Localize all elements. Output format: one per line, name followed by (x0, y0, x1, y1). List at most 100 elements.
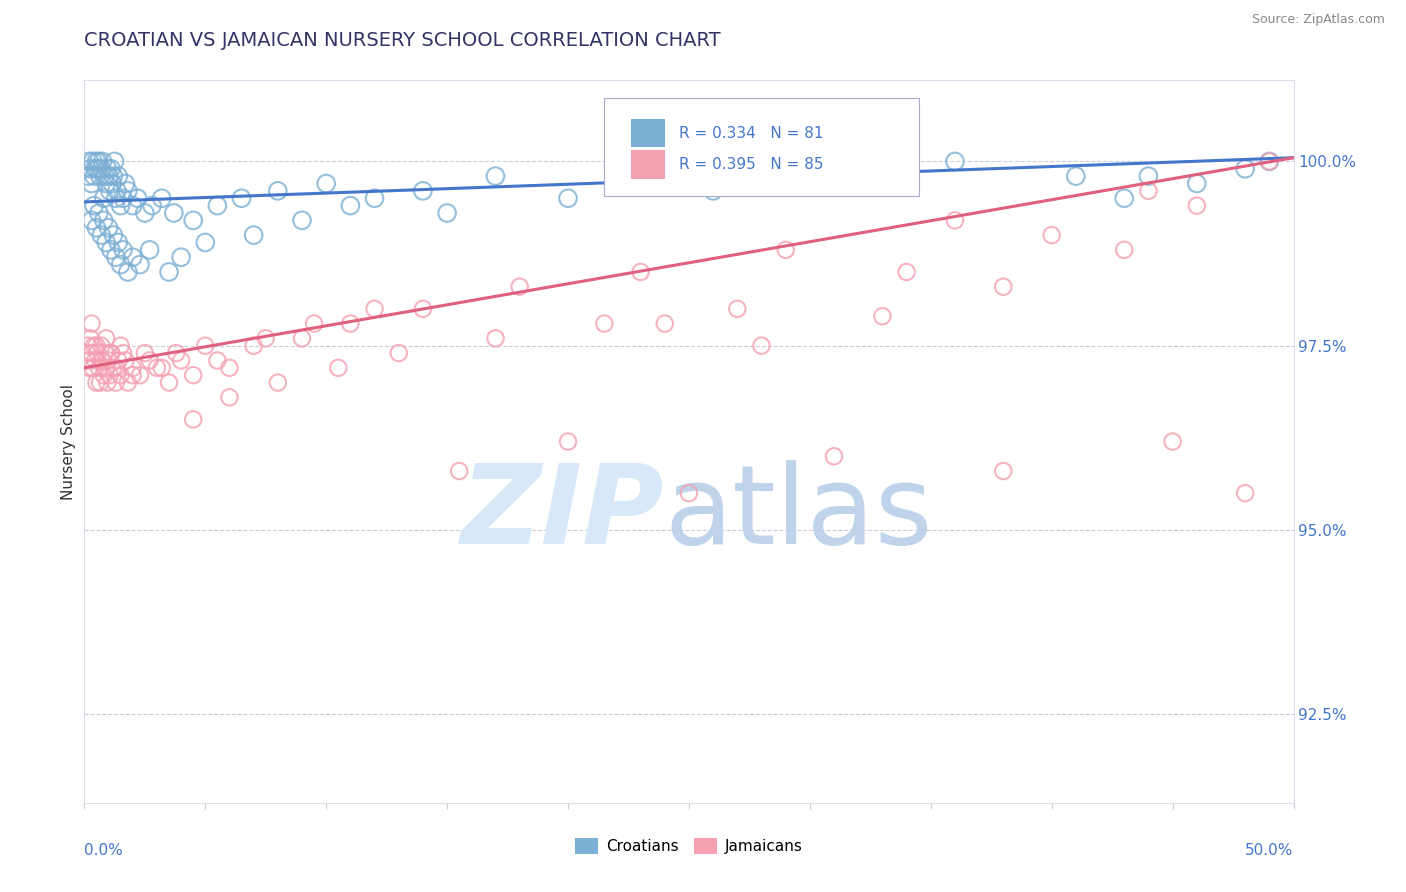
Point (218, 360, 240, 375)
Point (80, 317, 103, 331)
Point (114, 353, 136, 368)
Point (254, 331, 277, 345)
Point (1137, 184, 1160, 198)
Point (86, 220, 108, 235)
Point (363, 301, 385, 316)
Point (388, 346, 411, 360)
Point (1040, 228, 1063, 243)
Point (77, 339, 100, 353)
Point (302, 317, 325, 331)
Point (181, 213, 204, 227)
Point (993, 464, 1015, 478)
Point (484, 331, 506, 345)
Point (751, 339, 773, 353)
Point (725, 301, 748, 316)
FancyBboxPatch shape (605, 98, 918, 196)
Point (83, 199, 105, 213)
Point (1185, 199, 1208, 213)
Point (127, 191, 149, 205)
Point (90, 339, 112, 353)
Point (267, 376, 290, 390)
Point (89, 169, 111, 183)
Point (150, 191, 173, 205)
Point (557, 434, 579, 449)
Point (93, 213, 115, 227)
Point (94, 169, 117, 183)
Point (138, 243, 160, 257)
Point (77, 169, 100, 183)
Point (83, 339, 105, 353)
Point (79, 161, 101, 176)
Point (94, 346, 117, 360)
Point (339, 199, 361, 213)
Point (86, 346, 108, 360)
Point (163, 206, 186, 220)
Point (89, 376, 111, 390)
Point (134, 206, 156, 220)
Point (1114, 191, 1136, 205)
Point (943, 213, 966, 227)
Point (291, 213, 314, 227)
Point (112, 346, 135, 360)
Point (121, 250, 143, 264)
Text: atlas: atlas (665, 460, 934, 567)
Point (1258, 154, 1281, 169)
FancyBboxPatch shape (631, 119, 665, 147)
Point (181, 412, 204, 426)
Point (121, 368, 143, 383)
Point (98, 368, 121, 383)
Legend: Croatians, Jamaicans: Croatians, Jamaicans (569, 832, 808, 860)
Point (110, 339, 132, 353)
Point (654, 317, 676, 331)
Point (363, 191, 385, 205)
Point (86, 376, 108, 390)
Point (82, 360, 104, 375)
Point (80, 346, 103, 360)
Point (96, 376, 118, 390)
Point (100, 346, 122, 360)
Point (328, 360, 350, 375)
Point (110, 258, 132, 272)
Point (291, 331, 314, 345)
Point (94, 235, 117, 250)
Point (129, 258, 152, 272)
Point (943, 154, 966, 169)
Point (82, 154, 104, 169)
Point (138, 353, 160, 368)
Point (90, 161, 112, 176)
Point (90, 353, 112, 368)
Point (90, 228, 112, 243)
Point (104, 360, 127, 375)
Point (103, 228, 125, 243)
Point (91, 154, 114, 169)
Text: ZIP: ZIP (461, 460, 665, 567)
Point (751, 169, 773, 183)
Point (207, 353, 229, 368)
Point (157, 265, 180, 279)
Text: Source: ZipAtlas.com: Source: ZipAtlas.com (1251, 13, 1385, 27)
Point (94, 177, 117, 191)
Point (87, 206, 110, 220)
Point (86, 154, 108, 169)
Point (1258, 154, 1281, 169)
Point (775, 243, 797, 257)
Point (678, 486, 700, 500)
Point (449, 464, 471, 478)
Point (105, 184, 128, 198)
Point (87, 154, 110, 169)
Point (97, 220, 120, 235)
Point (107, 353, 129, 368)
Point (605, 177, 627, 191)
Point (823, 450, 845, 464)
Point (112, 243, 135, 257)
Point (557, 191, 579, 205)
Point (157, 376, 180, 390)
Point (107, 169, 129, 183)
Point (107, 235, 129, 250)
Point (94, 331, 117, 345)
Point (97, 169, 120, 183)
Point (484, 169, 506, 183)
Point (1114, 243, 1136, 257)
Point (436, 206, 458, 220)
Point (242, 228, 264, 243)
